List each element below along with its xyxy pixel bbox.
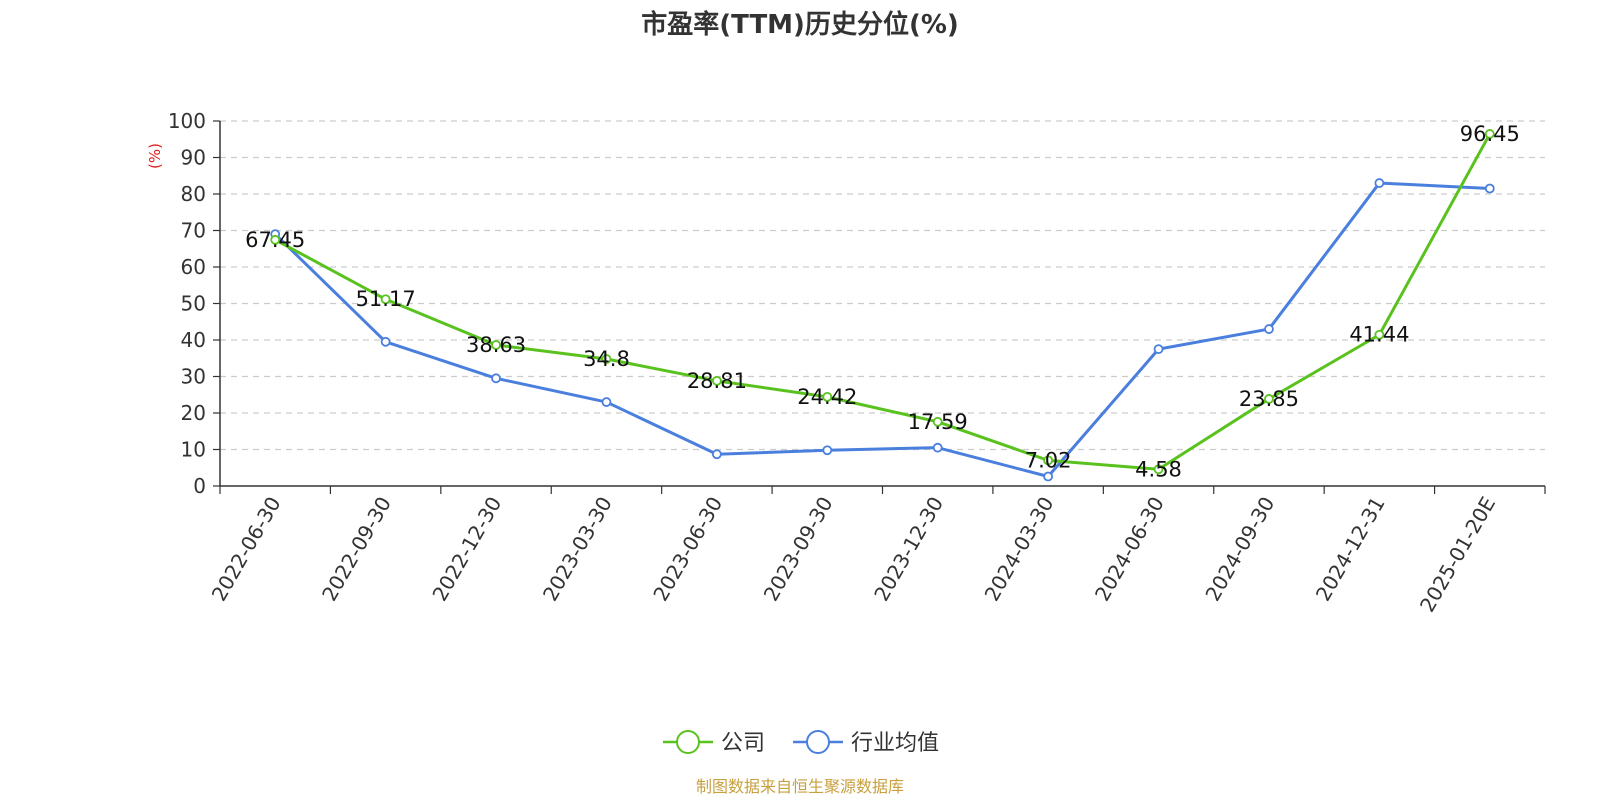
legend[interactable]: 公司 行业均值 xyxy=(663,730,939,756)
data-label: 24.42 xyxy=(797,385,857,409)
legend-item-0[interactable]: 公司 xyxy=(663,730,765,756)
series-point-0[interactable] xyxy=(601,354,612,364)
series-point-1[interactable] xyxy=(711,449,722,460)
axis-layer: 0 10 20 30 40 50 60 70 80 90 100 2022-06-30 2022-09-… xyxy=(168,109,1546,617)
series-point-0[interactable] xyxy=(711,375,722,386)
data-label: 4.58 xyxy=(1135,457,1182,481)
y-tick-label: 0 xyxy=(193,474,206,498)
data-label: 34.8 xyxy=(583,347,630,371)
series-point-0[interactable] xyxy=(932,416,943,427)
series-point-0[interactable] xyxy=(491,340,501,350)
source-note: 制图数据来自恒生聚源数据库 xyxy=(696,777,904,796)
y-tick-label: 50 xyxy=(181,292,206,316)
series-point-0[interactable] xyxy=(1264,394,1274,404)
series-line-1 xyxy=(274,181,1490,479)
legend-swatch-marker xyxy=(806,730,830,754)
y-tick-label: 20 xyxy=(181,401,206,425)
series-point-1[interactable] xyxy=(1264,324,1274,334)
y-tick-label: 100 xyxy=(168,109,206,133)
y-tick-label: 60 xyxy=(181,255,206,279)
x-tick-label: 2022-12-30 xyxy=(427,492,506,605)
series-point-0[interactable] xyxy=(1374,329,1385,340)
series-point-0[interactable] xyxy=(822,391,833,402)
series-layer xyxy=(270,129,1495,482)
series-point-1[interactable] xyxy=(1043,471,1054,482)
x-tick-label: 2024-03-30 xyxy=(980,493,1059,606)
x-tick-label: 2024-09-30 xyxy=(1200,493,1279,606)
series-point-1[interactable] xyxy=(1374,178,1385,188)
x-tick-label: 2023-03-30 xyxy=(538,493,617,606)
legend-label: 行业均值 xyxy=(851,731,939,756)
chart-title: 市盈率(TTM)历史分位(%) xyxy=(641,9,959,40)
data-label: 41.44 xyxy=(1349,323,1409,347)
series-point-1[interactable] xyxy=(380,336,391,347)
y-tick-label: 40 xyxy=(181,328,206,352)
data-label-layer: 67.45 51.17 38.63 34.8 28.81 24.42 17.59 7.02 4.… xyxy=(245,122,1520,481)
series-point-0[interactable] xyxy=(1043,455,1054,466)
series-point-0[interactable] xyxy=(1484,129,1495,139)
y-tick-label: 70 xyxy=(181,219,206,243)
legend-swatch-marker xyxy=(676,730,700,754)
y-tick-label: 80 xyxy=(181,182,206,206)
x-tick-label: 2023-09-30 xyxy=(759,493,838,606)
x-tick-label: 2022-06-30 xyxy=(207,493,286,606)
series-point-0[interactable] xyxy=(1153,464,1164,475)
x-tick-label: 2024-06-30 xyxy=(1090,493,1169,606)
grid-layer xyxy=(220,120,1545,451)
series-point-1[interactable] xyxy=(822,445,833,456)
data-label: 28.81 xyxy=(687,369,747,393)
data-label: 23.85 xyxy=(1239,387,1299,411)
y-tick-label: 30 xyxy=(181,365,206,389)
x-tick-label: 2025-01-20E xyxy=(1415,493,1500,617)
series-point-1[interactable] xyxy=(1484,183,1495,194)
data-label: 7.02 xyxy=(1025,448,1072,472)
x-tick-label: 2023-12-30 xyxy=(869,492,948,605)
series-point-1[interactable] xyxy=(932,442,943,453)
data-label: 17.59 xyxy=(908,410,968,434)
y-axis-label: (%) xyxy=(146,143,164,169)
data-label: 51.17 xyxy=(356,287,416,311)
series-point-1[interactable] xyxy=(601,397,612,407)
series-point-0[interactable] xyxy=(380,294,391,305)
series-point-0[interactable] xyxy=(270,234,281,245)
y-tick-label: 10 xyxy=(181,438,206,462)
x-tick-label: 2022-09-30 xyxy=(317,493,396,606)
data-label: 96.45 xyxy=(1460,122,1520,146)
data-label: 67.45 xyxy=(245,228,305,252)
legend-item-1[interactable]: 行业均值 xyxy=(793,730,939,756)
x-tick-label: 2023-06-30 xyxy=(648,493,727,606)
data-label: 38.63 xyxy=(466,333,526,357)
y-tick-label: 90 xyxy=(181,146,206,170)
series-point-1[interactable] xyxy=(1153,344,1164,355)
x-tick-label: 2024-12-31 xyxy=(1311,493,1390,606)
series-line-0 xyxy=(274,133,1492,471)
legend-label: 公司 xyxy=(721,731,765,756)
series-point-1[interactable] xyxy=(491,373,501,384)
